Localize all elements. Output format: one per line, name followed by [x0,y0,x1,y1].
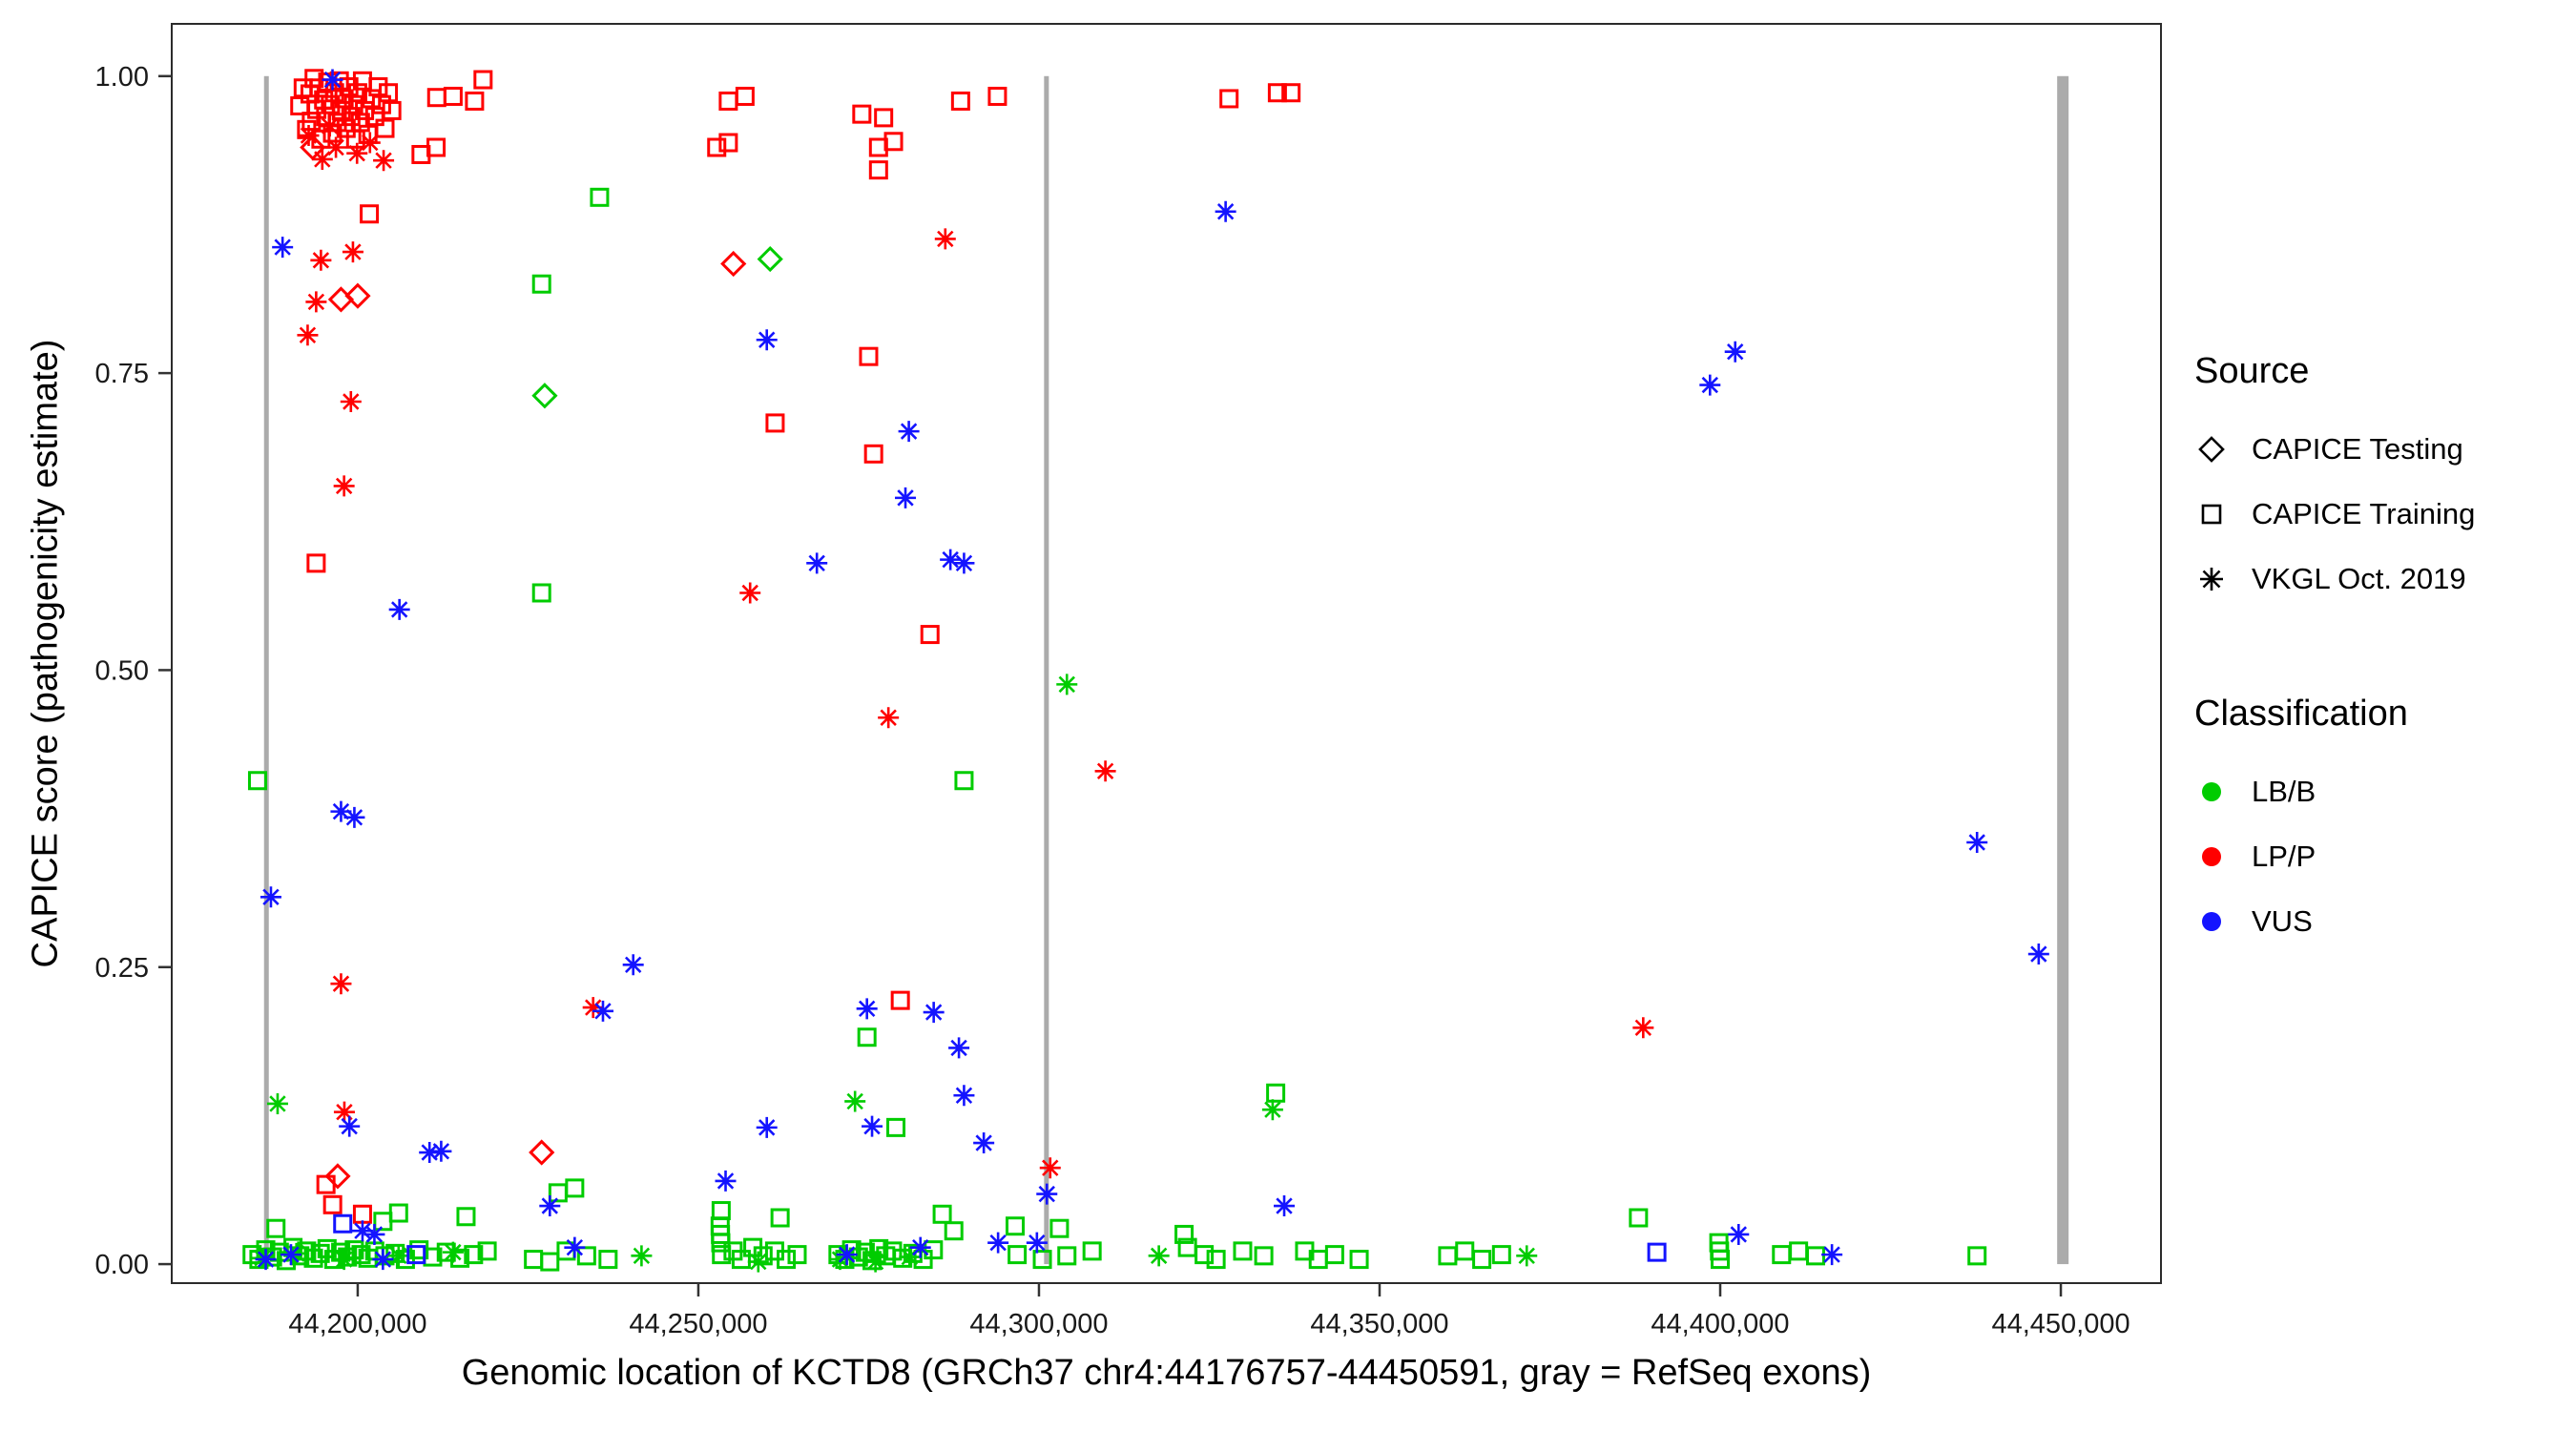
svg-text:44,450,000: 44,450,000 [1991,1309,2129,1339]
svg-text:44,350,000: 44,350,000 [1310,1309,1448,1339]
svg-text:44,400,000: 44,400,000 [1651,1309,1789,1339]
legend-classification-title: Classification [2194,694,2408,734]
legend-item-label: LP/P [2252,840,2316,873]
svg-text:44,250,000: 44,250,000 [629,1309,767,1339]
svg-text:1.00: 1.00 [95,62,149,93]
square-open-icon [2194,497,2229,531]
legend-item-lpp: LP/P [2194,824,2475,889]
legend-item-capice-testing: CAPICE Testing [2194,417,2475,482]
legend-section-gap [2194,612,2475,694]
legend-item-label: CAPICE Testing [2252,432,2463,466]
legend-item-label: VUS [2252,904,2313,938]
lpp-color-dot [2202,847,2221,866]
legend-item-lbb: LB/B [2194,759,2475,824]
svg-text:0.75: 0.75 [95,359,149,389]
legend-item-capice-training: CAPICE Training [2194,482,2475,547]
y-axis-title: CAPICE score (pathogenicity estimate) [25,339,66,968]
svg-text:0.00: 0.00 [95,1250,149,1280]
legend: Source CAPICE Testing CAPICE Training VK… [2194,351,2475,954]
legend-item-vus: VUS [2194,889,2475,954]
svg-text:44,300,000: 44,300,000 [969,1309,1108,1339]
legend-source-title: Source [2194,351,2310,391]
legend-item-vkgl: VKGL Oct. 2019 [2194,547,2475,612]
svg-text:44,200,000: 44,200,000 [288,1309,426,1339]
diamond-open-icon [2194,432,2229,467]
asterisk-icon [2194,562,2229,596]
x-axis-title: Genomic location of KCTD8 (GRCh37 chr4:4… [461,1353,1872,1393]
vus-color-dot [2202,912,2221,931]
legend-item-label: LB/B [2252,775,2316,808]
svg-text:0.50: 0.50 [95,655,149,686]
lbb-color-dot [2202,782,2221,801]
svg-text:0.25: 0.25 [95,953,149,984]
legend-item-label: CAPICE Training [2252,497,2476,530]
legend-item-label: VKGL Oct. 2019 [2252,562,2466,595]
